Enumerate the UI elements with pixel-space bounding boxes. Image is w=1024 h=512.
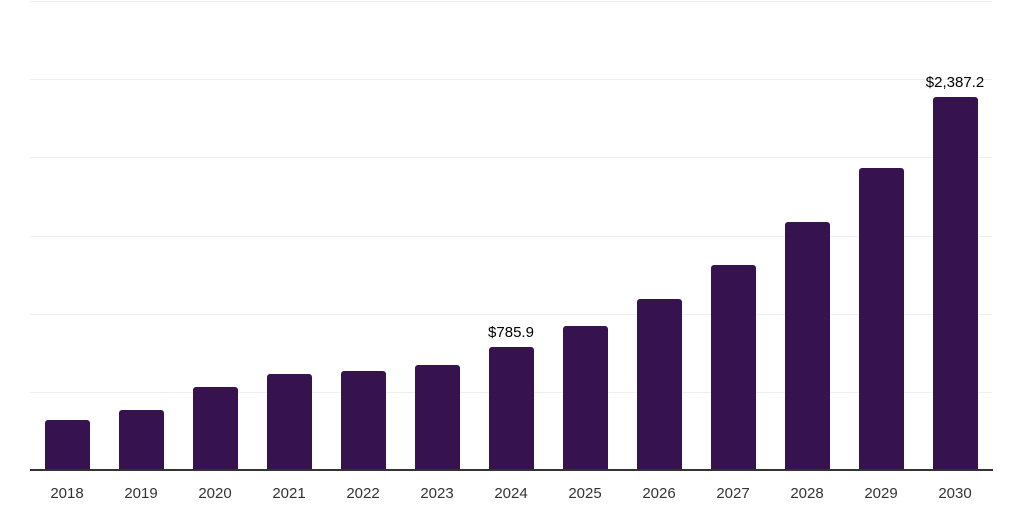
bar-2028 (784, 222, 830, 470)
x-tick-2028: 2028 (790, 485, 824, 502)
gridline-3000 (30, 1, 992, 2)
bar-2022 (340, 371, 386, 470)
bar-2029 (858, 168, 904, 470)
data-label-2030: $2,387.2 (925, 73, 985, 91)
bar-2019 (118, 410, 164, 470)
bar-2020 (192, 387, 238, 470)
bar-2027 (710, 265, 756, 470)
gridline-1500 (30, 235, 992, 237)
gridline-1000 (30, 313, 992, 315)
gridline-2500 (30, 79, 992, 81)
bar-2026 (636, 299, 682, 470)
x-tick-2019: 2019 (124, 485, 158, 502)
x-tick-2026: 2026 (642, 485, 676, 502)
x-axis-line (30, 469, 993, 471)
x-tick-2027: 2027 (716, 485, 750, 502)
x-tick-2022: 2022 (346, 485, 380, 502)
x-tick-2023: 2023 (420, 485, 454, 502)
x-tick-2025: 2025 (568, 485, 602, 502)
x-tick-2029: 2029 (864, 485, 898, 502)
data-label-2024: $785.9 (488, 324, 534, 342)
bar-2023 (414, 364, 460, 470)
x-tick-2018: 2018 (50, 485, 84, 502)
bar-2030 (932, 96, 978, 470)
gridline-2000 (30, 157, 992, 159)
bar-2021 (266, 374, 312, 470)
x-tick-2030: 2030 (938, 485, 972, 502)
bar-2025 (562, 326, 608, 470)
x-tick-2021: 2021 (272, 485, 306, 502)
x-tick-2020: 2020 (198, 485, 232, 502)
x-tick-2024: 2024 (494, 485, 528, 502)
bar-2018 (44, 420, 90, 470)
bar-2024 (488, 347, 534, 470)
